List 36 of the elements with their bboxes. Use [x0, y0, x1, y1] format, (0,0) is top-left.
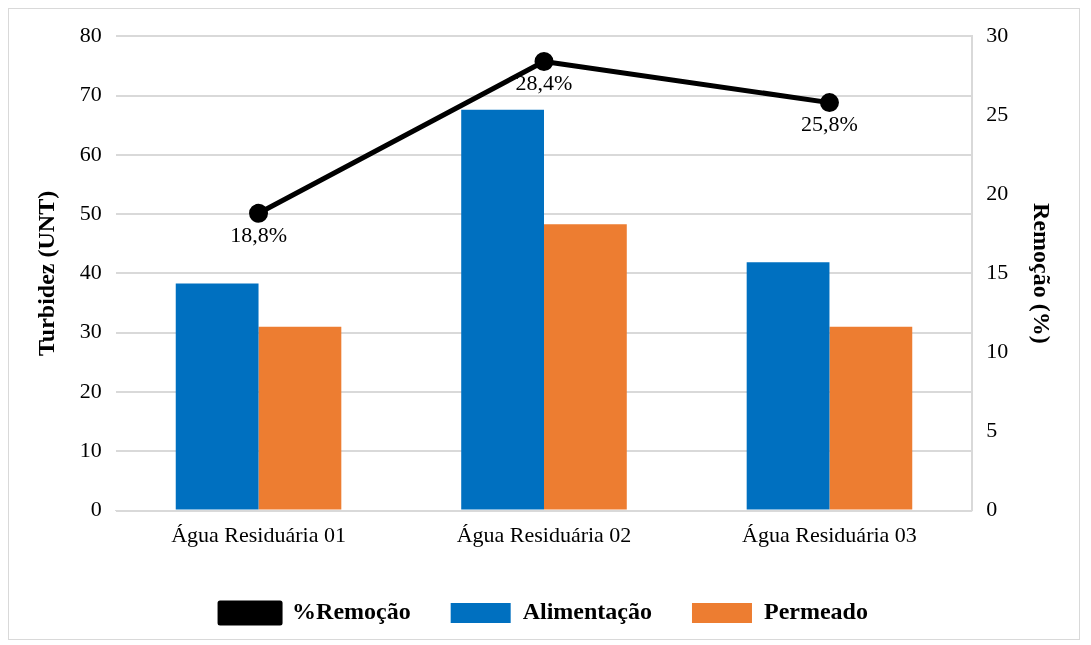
bar — [829, 326, 913, 510]
y-tick-label: 20 — [79, 377, 102, 403]
y2-tick-label: 10 — [986, 338, 1009, 364]
x-tick-label: Água Residuária 02 — [456, 521, 632, 547]
data-label: 25,8% — [801, 111, 858, 137]
y-tick-label: 50 — [79, 199, 102, 225]
y2-tick-label: 20 — [986, 180, 1009, 206]
x-tick-label: Água Residuária 01 — [171, 521, 346, 547]
bar — [461, 109, 544, 510]
point — [249, 203, 269, 223]
y-tick-label: 40 — [79, 259, 102, 285]
bar — [746, 262, 830, 510]
y2-tick-label: 25 — [986, 101, 1009, 127]
y-tick-label: 30 — [79, 318, 102, 344]
legend-label: Alimentação — [522, 598, 652, 625]
y2-tick-label: 0 — [986, 496, 998, 522]
y2-tick-label: 15 — [986, 259, 1009, 285]
y2-tick-label: 30 — [986, 21, 1009, 47]
bar — [544, 224, 627, 510]
y-axis-title: Turbidez (UNT) — [32, 190, 59, 356]
point — [534, 52, 554, 71]
y-tick-label: 70 — [79, 81, 102, 107]
y-tick-label: 0 — [90, 496, 102, 522]
y-tick-label: 10 — [79, 437, 102, 463]
point — [819, 93, 839, 113]
bar — [175, 283, 259, 510]
y-tick-label: 60 — [79, 140, 102, 166]
y2-tick-label: 5 — [986, 417, 998, 443]
x-tick-label: Água Residuária 03 — [742, 521, 917, 547]
legend-label: %Remoção — [292, 598, 411, 625]
bar — [258, 326, 342, 510]
data-label: 28,4% — [515, 70, 573, 96]
legend-label: Permeado — [763, 598, 868, 625]
data-label: 18,8% — [230, 222, 287, 248]
y2-axis-title: Remoção (%) — [1029, 203, 1056, 344]
y-tick-label: 80 — [79, 21, 102, 47]
